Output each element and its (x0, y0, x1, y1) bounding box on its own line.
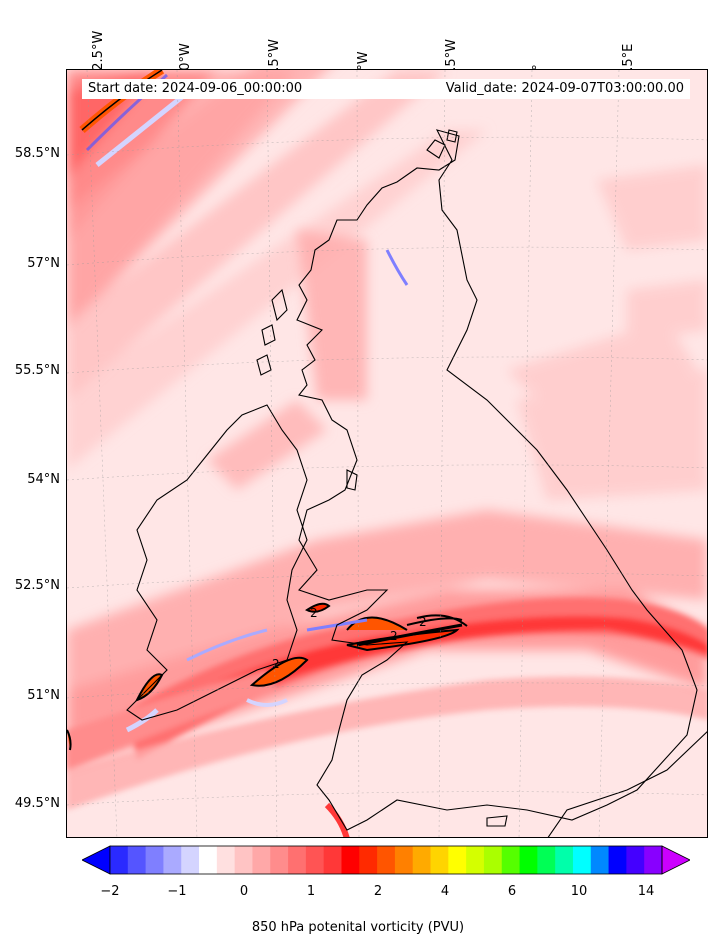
france-coast (547, 731, 707, 837)
colorbar-cell (644, 846, 663, 874)
contour-label: 2 (419, 615, 427, 629)
colorbar-cell (608, 846, 627, 874)
lat-label: 57°N (27, 256, 60, 271)
colorbar-tick: 4 (440, 884, 450, 899)
colorbar-cell (430, 846, 449, 874)
colorbar-cell (394, 846, 414, 874)
colorbar-cell (448, 846, 467, 874)
colorbar-cell (483, 846, 503, 874)
colorbar-extend-high (661, 845, 690, 875)
ireland-coast (126, 404, 308, 721)
pv-field-map: 2 2 2 2 (67, 70, 707, 837)
pv-light-patches (507, 165, 707, 500)
isle-of-man (346, 469, 358, 491)
lat-label: 54°N (27, 472, 60, 487)
colorbar-cell (110, 846, 129, 874)
colorbar-cell (626, 846, 645, 874)
lat-label: 52.5°N (14, 578, 60, 593)
lat-label: 55.5°N (14, 363, 60, 378)
colorbar-tick: 14 (637, 884, 655, 899)
colorbar-cell (163, 846, 182, 874)
colorbar-cell (199, 846, 218, 874)
colorbar-cell (288, 846, 307, 874)
colorbar-tick: −1 (167, 884, 187, 899)
date-box: Start date: 2024-09-06_00:00:00 Valid_da… (82, 79, 690, 99)
colorbar-cell (145, 846, 164, 874)
colorbar-cell (519, 846, 538, 874)
pv-scotland-band (207, 230, 367, 490)
colorbar-cell (572, 846, 592, 874)
colorbar-tick: 6 (507, 884, 517, 899)
pv-northwest-bands (67, 70, 487, 470)
contour-label: 2 (272, 657, 280, 671)
colorbar-outline (109, 845, 663, 875)
coastlines (126, 129, 707, 837)
contour-labels: 2 2 2 2 (272, 606, 427, 671)
colorbar-cell (501, 846, 521, 874)
colorbar-cell (555, 846, 574, 874)
colorbar-cell (181, 846, 200, 874)
start-date: Start date: 2024-09-06_00:00:00 (88, 81, 303, 96)
colorbar-cell (359, 846, 378, 874)
colorbar-cell (323, 846, 342, 874)
colorbar-label: 850 hPa potenital vorticity (PVU) (251, 920, 465, 935)
colorbar-tick: 2 (373, 884, 383, 899)
colorbar-tick: 1 (306, 884, 316, 899)
graticule (67, 70, 707, 837)
colorbar-tick: 0 (239, 884, 249, 899)
colorbar-cell (590, 846, 610, 874)
lat-label: 49.5°N (14, 796, 60, 811)
colorbar-cell (305, 846, 325, 874)
lat-label: 51°N (27, 688, 60, 703)
colorbar-cell (252, 846, 271, 874)
contour-label: 2 (310, 606, 318, 620)
colorbar-cell (412, 846, 432, 874)
colorbar (82, 845, 690, 875)
isle-of-wight (486, 815, 508, 827)
valid-date: Valid_date: 2024-09-07T03:00:00.00 (445, 81, 684, 96)
colorbar-cell (127, 846, 147, 874)
colorbar-extend-low (82, 845, 111, 875)
colorbar-cell (341, 846, 360, 874)
great-britain-coast (296, 129, 698, 831)
colorbar-cell (216, 846, 236, 874)
contour-label: 2 (390, 629, 398, 643)
lat-label: 58.5°N (14, 146, 60, 161)
map-panel: 2 2 2 2 (66, 69, 708, 838)
pv-west-band (67, 510, 707, 770)
colorbar-cell (466, 846, 485, 874)
colorbar-tick: −2 (100, 884, 120, 899)
shetland-orkney (426, 129, 458, 159)
colorbar-cell (537, 846, 556, 874)
colorbar-cells (82, 845, 690, 875)
colorbar-cell (234, 846, 253, 874)
colorbar-tick: 10 (570, 884, 588, 899)
colorbar-cell (377, 846, 396, 874)
colorbar-cell (270, 846, 289, 874)
